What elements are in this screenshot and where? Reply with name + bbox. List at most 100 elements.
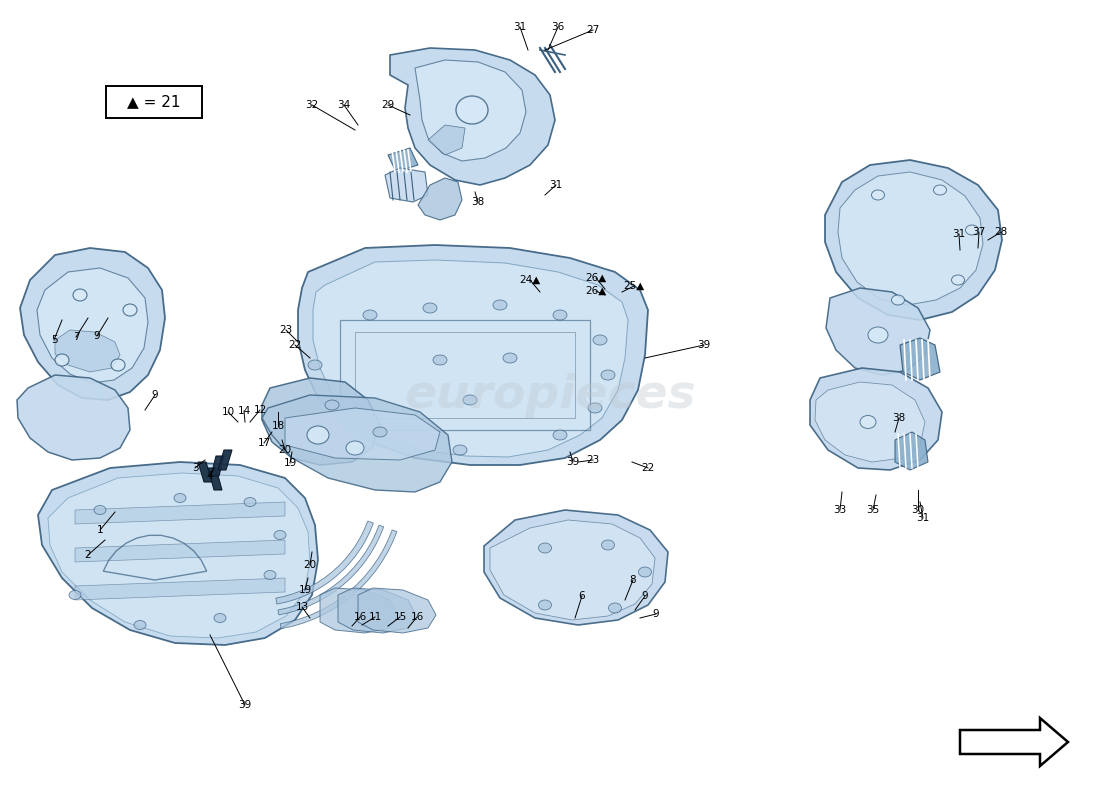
Polygon shape [55, 330, 120, 372]
Polygon shape [262, 378, 380, 465]
Text: 33: 33 [834, 505, 847, 515]
Text: europieces: europieces [404, 373, 696, 418]
Text: 10: 10 [221, 407, 234, 417]
Ellipse shape [593, 335, 607, 345]
Polygon shape [826, 288, 930, 375]
Ellipse shape [214, 614, 225, 622]
Ellipse shape [307, 426, 329, 444]
Ellipse shape [588, 403, 602, 413]
Ellipse shape [553, 430, 566, 440]
Polygon shape [280, 530, 397, 629]
Ellipse shape [638, 567, 651, 577]
Polygon shape [428, 125, 465, 155]
Text: 24▲: 24▲ [519, 275, 540, 285]
Ellipse shape [860, 415, 876, 429]
Polygon shape [388, 148, 418, 172]
Polygon shape [276, 521, 373, 604]
Ellipse shape [601, 370, 615, 380]
Polygon shape [314, 260, 628, 457]
Ellipse shape [123, 304, 138, 316]
Text: 38: 38 [472, 197, 485, 207]
Text: 4: 4 [207, 471, 213, 481]
Ellipse shape [424, 303, 437, 313]
Ellipse shape [324, 400, 339, 410]
Polygon shape [198, 462, 212, 482]
Ellipse shape [94, 506, 106, 514]
Text: 8: 8 [629, 575, 636, 585]
Text: 22: 22 [641, 463, 654, 473]
Text: 7: 7 [73, 332, 79, 342]
Polygon shape [75, 578, 285, 600]
Ellipse shape [264, 570, 276, 579]
Text: 39: 39 [566, 457, 580, 467]
Polygon shape [418, 178, 462, 220]
Text: 39: 39 [239, 700, 252, 710]
Polygon shape [285, 408, 440, 460]
Text: 9: 9 [152, 390, 158, 400]
Text: 9: 9 [94, 331, 100, 341]
Ellipse shape [111, 359, 125, 371]
Polygon shape [48, 473, 310, 638]
Text: 37: 37 [972, 227, 986, 237]
Text: 26▲: 26▲ [585, 273, 606, 283]
Polygon shape [75, 502, 285, 524]
Polygon shape [815, 382, 925, 462]
Polygon shape [20, 248, 165, 400]
Text: 39: 39 [697, 340, 711, 350]
Ellipse shape [373, 427, 387, 437]
Ellipse shape [871, 190, 884, 200]
Text: 34: 34 [338, 100, 351, 110]
Polygon shape [960, 718, 1068, 766]
Ellipse shape [608, 603, 622, 613]
Text: 17: 17 [257, 438, 271, 448]
Ellipse shape [934, 185, 946, 195]
Text: 2: 2 [85, 550, 91, 560]
Text: 16: 16 [410, 612, 424, 622]
Text: 31: 31 [514, 22, 527, 32]
Polygon shape [218, 450, 232, 470]
Polygon shape [358, 588, 436, 633]
Text: 20: 20 [304, 560, 317, 570]
Text: 36: 36 [551, 22, 564, 32]
Polygon shape [298, 245, 648, 465]
Text: 32: 32 [306, 100, 319, 110]
Polygon shape [484, 510, 668, 625]
Ellipse shape [363, 310, 377, 320]
Ellipse shape [553, 310, 566, 320]
Ellipse shape [868, 327, 888, 343]
Text: 19: 19 [298, 585, 311, 595]
Text: 15: 15 [394, 612, 407, 622]
Polygon shape [211, 456, 224, 476]
Ellipse shape [493, 300, 507, 310]
Text: 23: 23 [586, 455, 600, 465]
Ellipse shape [73, 289, 87, 301]
Ellipse shape [453, 445, 468, 455]
Text: 31: 31 [549, 180, 562, 190]
Ellipse shape [433, 355, 447, 365]
Ellipse shape [602, 540, 615, 550]
Polygon shape [37, 268, 148, 383]
Text: 12: 12 [253, 405, 266, 415]
Text: 14: 14 [238, 406, 251, 416]
Text: 35: 35 [867, 505, 880, 515]
Polygon shape [415, 60, 526, 161]
Text: 19: 19 [284, 458, 297, 468]
Ellipse shape [463, 395, 477, 405]
Ellipse shape [503, 353, 517, 363]
Ellipse shape [174, 494, 186, 502]
Text: 18: 18 [272, 421, 285, 431]
Text: 29: 29 [382, 100, 395, 110]
Polygon shape [385, 168, 428, 202]
Polygon shape [39, 462, 318, 645]
Ellipse shape [274, 530, 286, 539]
Polygon shape [75, 540, 285, 562]
Ellipse shape [55, 354, 69, 366]
Text: 6: 6 [579, 591, 585, 601]
Ellipse shape [966, 225, 979, 235]
Text: 1: 1 [97, 525, 103, 535]
Polygon shape [838, 172, 983, 305]
Text: 26▲: 26▲ [585, 286, 606, 296]
Polygon shape [320, 588, 398, 633]
Polygon shape [825, 160, 1002, 320]
Polygon shape [278, 525, 384, 615]
